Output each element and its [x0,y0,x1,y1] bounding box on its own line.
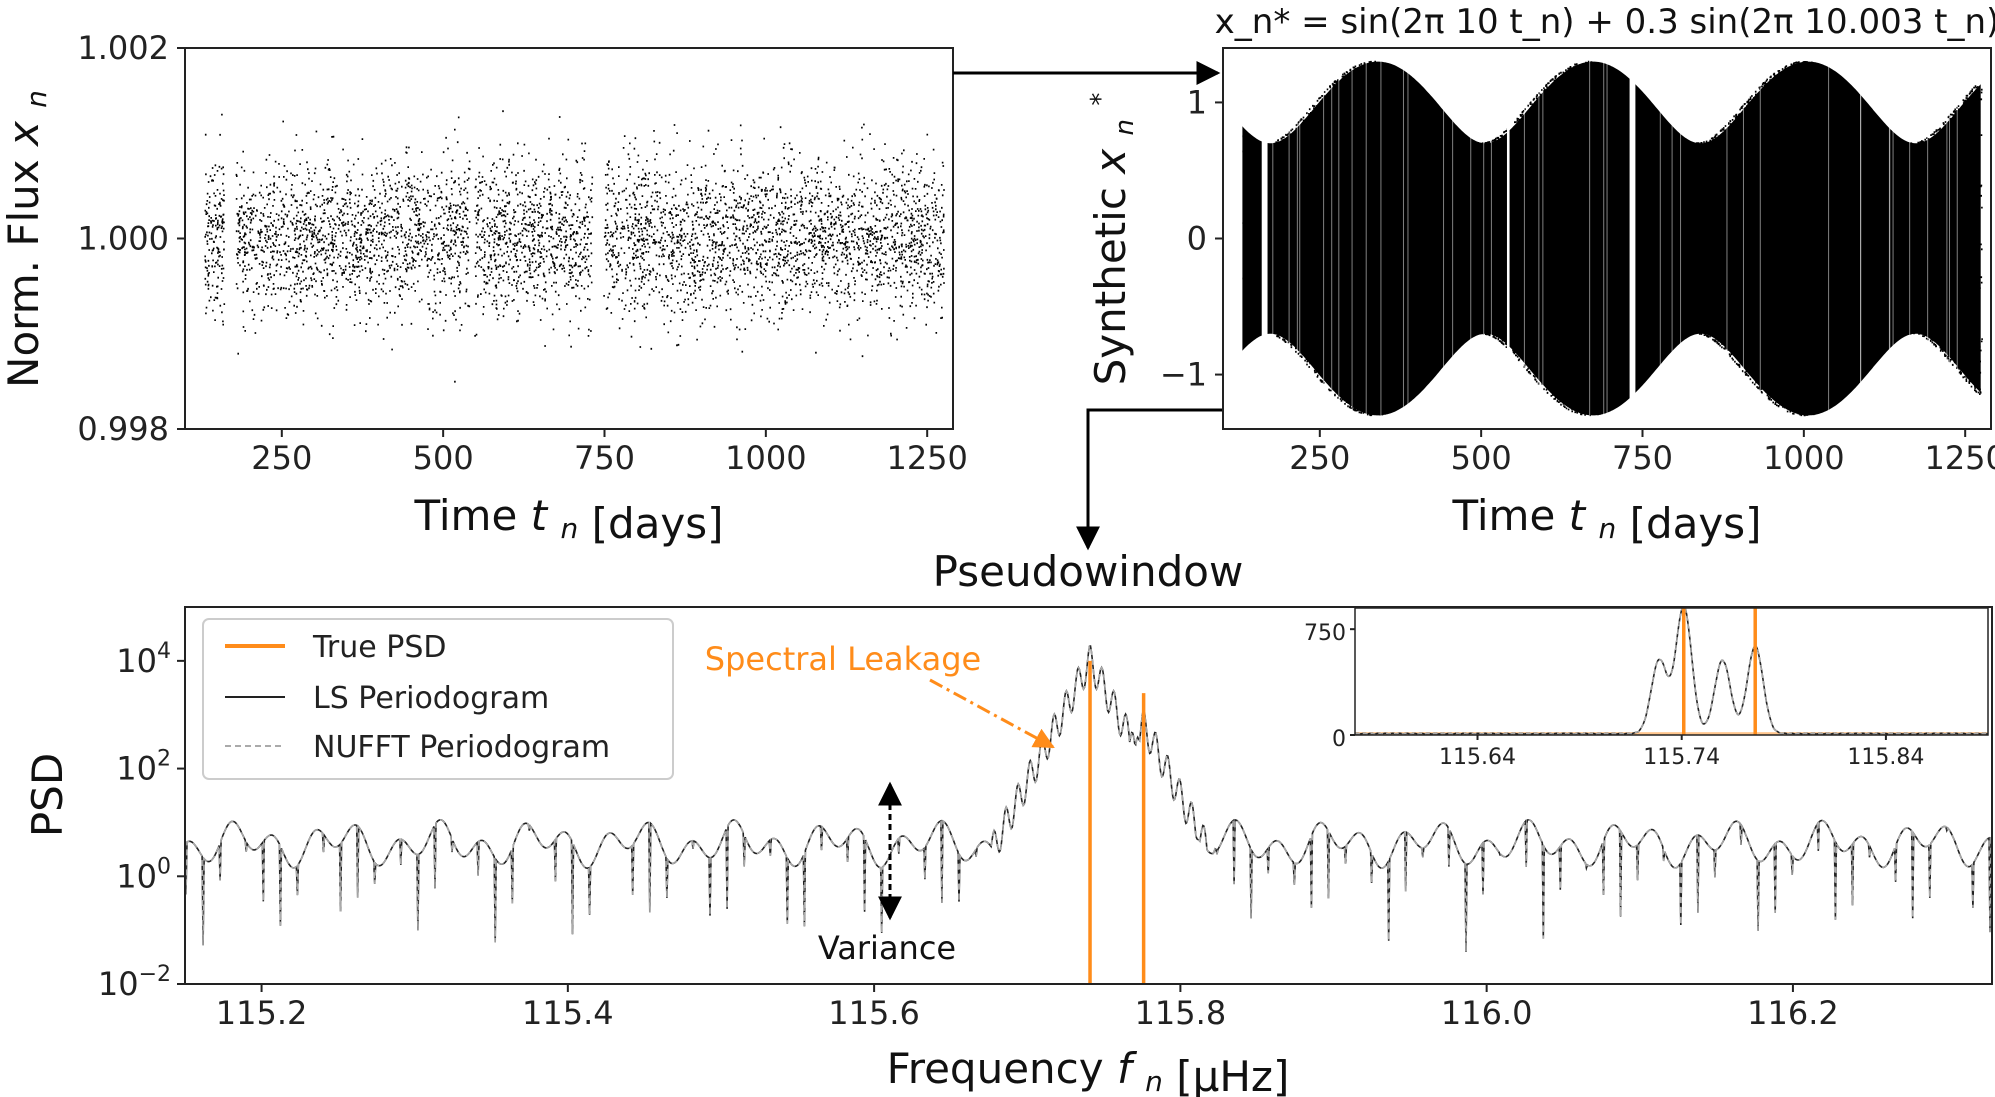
flux-ytick-label: 1.002 [77,29,169,67]
psd-series [185,645,1992,984]
synthetic-y-axis-title: Synthetic x n * [1086,93,1143,386]
inset-true-psd-floor [1355,732,1988,735]
inset-ytick-label: 0 [1332,727,1346,752]
inset-nufft-line [1355,608,1988,735]
flux-x-axis-title: Time t n [days] [414,491,724,548]
psd-xlabel-text: Frequency [887,1044,1104,1093]
flux-xtick-label: 1000 [725,439,806,477]
nufft-periodogram-line [185,645,1992,953]
synthetic-axis-ticks: 250 500 750 1000 1250 1 0 −1 [1160,83,1995,477]
synthetic-xtick-label: 250 [1289,439,1350,477]
flux-xlabel-sub: n [560,512,578,545]
flux-ylabel-var: x [0,120,48,148]
synthetic-data-gap [1506,48,1510,429]
flux-panel: 250 500 750 1000 1250 0.998 1.000 1.002 Norm. F… [0,29,968,548]
psd-xtick-label: 115.4 [522,994,614,1032]
psd-xtick-label: 115.8 [1135,994,1227,1032]
psd-xtick-label: 116.2 [1747,994,1839,1032]
flux-ytick-label: 0.998 [77,410,169,448]
zoom-inset: 115.64 115.74 115.84 0 750 [1304,607,1989,770]
legend-box [202,618,674,780]
flux-axes-frame [184,47,954,430]
inset-series [1355,608,1988,735]
psd-xlabel-sub: n [1145,1065,1163,1097]
inset-ytick-label: 750 [1304,621,1346,646]
flux-scatter-points [204,110,945,383]
psd-xlabel-var: f [1117,1044,1138,1093]
psd-ytick-label: 104 [116,639,171,680]
flux-ytick-label: 1.000 [77,220,169,258]
flux-xlabel-text: Time [414,491,518,540]
synthetic-xtick-label: 1000 [1763,439,1844,477]
psd-xlabel-unit: [μHz] [1176,1052,1289,1097]
psd-xtick-label: 115.6 [828,994,920,1032]
psd-panel: Pseudowindow 115.2 115.4 115.6 115.8 116.0 11… [23,547,1993,1097]
legend-label-ls: LS Periodogram [313,681,549,716]
inset-xtick-label: 115.84 [1847,745,1924,770]
svg-text:Synthetic x: Synthetic x n * [1086,93,1143,386]
flux-xtick-label: 250 [251,439,312,477]
psd-ytick-label: 100 [116,854,171,895]
synthetic-xlabel-unit: [days] [1630,499,1762,548]
flux-xtick-label: 1250 [886,439,967,477]
synthetic-ytick-label: 1 [1187,83,1207,121]
synthetic-x-axis-title: Time t n [days] [1452,491,1762,548]
psd-axis-ticks: 115.2 115.4 115.6 115.8 116.0 116.2 10−2 100 102… [98,639,1839,1032]
spectral-leakage-label: Spectral Leakage [705,640,981,678]
flux-xlabel-var: t [531,491,549,540]
psd-ytick-label: 102 [116,747,171,788]
pseudowindow-title: Pseudowindow [933,547,1244,596]
synthetic-ylabel-sup: * [1086,93,1116,106]
flux-ylabel-text: Norm. Flux [0,159,48,388]
synthetic-envelope [1242,61,1981,416]
flux-axis-ticks: 250 500 750 1000 1250 0.998 1.000 1.002 [77,29,968,477]
synthetic-xtick-label: 750 [1612,439,1673,477]
synthetic-title: x_n* = sin(2π 10 t_n) + 0.3 sin(2π 10.00… [1215,2,1995,42]
arrow-synthetic-to-pseudowindow [1076,408,1223,551]
synthetic-ytick-label: 0 [1187,220,1207,258]
synthetic-data-gap [1629,48,1636,429]
legend-label-nufft: NUFFT Periodogram [313,730,610,765]
inset-xtick-label: 115.74 [1643,745,1720,770]
inset-xtick-label: 115.64 [1439,745,1516,770]
synthetic-xtick-label: 500 [1451,439,1512,477]
synthetic-data-gap [1261,48,1268,429]
flux-ylabel-sub: n [20,90,53,108]
synthetic-xlabel-var: t [1569,491,1587,540]
synthetic-panel: 250 500 750 1000 1250 1 0 −1 x_n* = sin(2π 10 t… [1086,2,1995,548]
synthetic-ylabel-var: x [1086,148,1135,176]
flux-point-cloud [204,110,945,383]
flux-xlabel-unit: [days] [592,499,724,548]
spectral-leakage-arrow [929,678,1055,749]
synthetic-xlabel-text: Time [1452,491,1556,540]
flux-xtick-label: 750 [574,439,635,477]
psd-y-axis-title: PSD [23,753,72,837]
psd-legend: True PSD LS Periodogram NUFFT Periodogra… [202,618,674,780]
synthetic-ylabel-sub: n [1110,119,1140,135]
synthetic-scatter-points [1242,48,1983,429]
synthetic-xlabel-sub: n [1598,512,1616,545]
flux-xtick-label: 500 [413,439,474,477]
psd-xtick-label: 116.0 [1441,994,1533,1032]
psd-axes-frame [184,606,1993,985]
synthetic-ytick-label: −1 [1160,356,1207,394]
synthetic-xtick-label: 1250 [1924,439,1995,477]
variance-label: Variance [818,929,956,967]
psd-x-axis-title: Frequency f n [μHz] [887,1044,1290,1097]
legend-label-true-psd: True PSD [312,630,447,665]
inset-axes-frame [1354,607,1989,736]
svg-text:Norm. Flux x: Norm. Flux x n [0,90,53,388]
synthetic-ylabel-text: Synthetic [1086,187,1135,385]
inset-axis-ticks: 115.64 115.74 115.84 0 750 [1304,621,1924,770]
psd-ytick-label: 10−2 [98,962,171,1003]
flux-y-axis-title: Norm. Flux x n [0,90,53,388]
flow-arrows [953,61,1223,551]
psd-xtick-label: 115.2 [216,994,308,1032]
